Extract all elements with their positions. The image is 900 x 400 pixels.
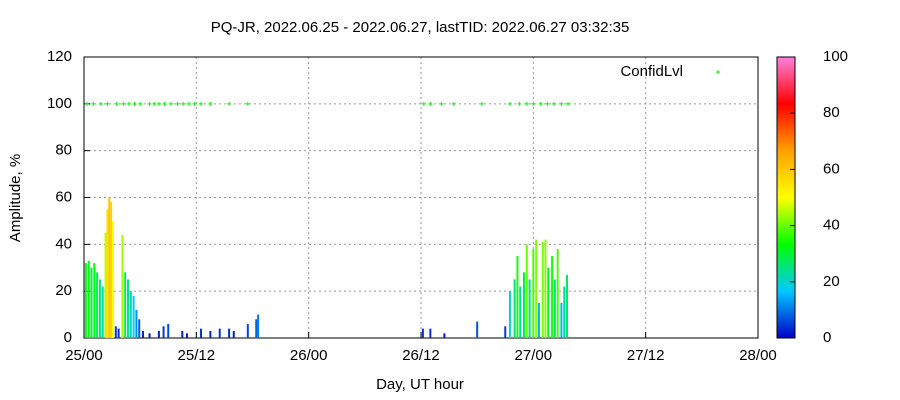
point [181,101,186,106]
point [551,101,556,106]
colorbar-tick-label: 60 [823,160,840,177]
point [98,101,103,106]
point [156,101,161,106]
point [147,101,152,106]
point [152,101,157,106]
point [138,101,143,106]
x-tick-label: 25/12 [178,347,216,364]
y-tick-label: 80 [55,142,72,159]
point [175,101,180,106]
x-tick-label: 26/12 [402,347,440,364]
point [227,101,232,106]
point [559,101,564,106]
point [451,101,456,106]
legend-marker [716,70,720,74]
plot-frame [83,56,759,339]
point [545,101,550,106]
legend-label: ConfidLvl [620,63,683,80]
point [199,101,204,106]
point [208,101,213,106]
point [121,101,126,106]
x-tick-label: 28/00 [739,347,777,364]
colorbar-tick-label: 80 [823,104,840,121]
y-tick-label: 0 [64,329,72,346]
colorbar-tick-label: 100 [823,48,848,65]
y-tick-label: 100 [47,95,72,112]
point [192,101,197,106]
point [132,101,137,106]
point [84,101,89,106]
point [169,101,174,106]
point [114,101,119,106]
point [517,101,522,106]
point [91,101,96,106]
point [479,101,484,106]
y-axis-label: Amplitude, % [7,154,24,242]
x-tick-label: 25/00 [65,347,103,364]
point [162,101,167,106]
point [245,101,250,106]
colorbar [776,56,796,339]
point [507,101,512,106]
x-tick-label: 27/12 [627,347,665,364]
y-tick-label: 40 [55,235,72,252]
x-tick-label: 26/00 [290,347,328,364]
y-tick-label: 120 [47,48,72,65]
point [105,101,110,106]
point [186,101,191,106]
point [428,101,433,106]
point [524,101,529,106]
x-axis-label: Day, UT hour [376,376,464,393]
point [531,101,536,106]
x-tick-label: 27/00 [515,347,553,364]
point [538,101,543,106]
colorbar-tick-label: 20 [823,273,840,290]
y-tick-label: 20 [55,282,72,299]
point [565,101,570,106]
colorbar-tick-label: 0 [823,329,831,346]
point [421,101,426,106]
colorbar-tick-label: 40 [823,217,840,234]
y-tick-label: 60 [55,188,72,205]
point [439,101,444,106]
chart-title: PQ-JR, 2022.06.25 - 2022.06.27, lastTID:… [211,19,630,36]
point [126,101,131,106]
